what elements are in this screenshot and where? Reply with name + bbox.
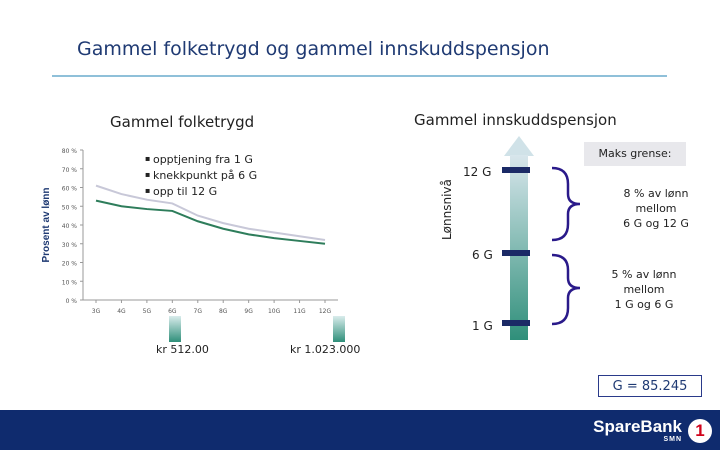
marker-arrow-6g [169, 316, 181, 342]
x-tick-label: 10G [268, 308, 281, 315]
upper-rule-line: 8 % av lønn [623, 187, 689, 200]
lower-rule-line: 5 % av lønn [611, 268, 677, 281]
x-tick-label: 9G [244, 308, 253, 315]
bullet-opp-til: opp til 12 G [145, 183, 257, 199]
slide-title: Gammel folketrygd og gammel innskuddspen… [77, 38, 550, 60]
series-line-1 [95, 184, 326, 241]
y-tick-label: 10 % [62, 279, 78, 286]
upper-rule-text: 8 % av lønn mellom 6 G og 12 G [606, 186, 706, 231]
logo-sub: SMN [663, 436, 682, 443]
y-tick-label: 40 % [62, 223, 78, 230]
right-section-heading: Gammel innskuddspensjon [414, 111, 617, 129]
salary-arrow-head [504, 136, 534, 156]
tick-1g [502, 320, 530, 326]
x-tick-label: 6G [168, 308, 177, 315]
y-tick-label: 60 % [62, 186, 78, 193]
y-tick-label: 50 % [62, 204, 78, 211]
bullet-opptjening: opptjening fra 1 G [145, 151, 257, 167]
lower-rule-line: 1 G og 6 G [614, 298, 674, 311]
logo-badge: 1 [688, 419, 712, 443]
sparebank-logo: SpareBank SMN 1 [593, 417, 712, 445]
marker-arrow-12g [333, 316, 345, 342]
folketrygd-line-chart: 0 % 10 % 20 % 30 % 40 % 50 % 60 % 70 % 80 % 3G 4G 5… [41, 148, 338, 315]
lower-rule-line: mellom [623, 283, 665, 296]
marker-label-low: kr 512.00 [156, 343, 209, 356]
upper-bracket [551, 166, 581, 242]
y-tick-label: 20 % [62, 261, 78, 268]
x-tick-label: 8G [219, 308, 228, 315]
x-tick-label: 4G [117, 308, 126, 315]
series-line-2 [95, 199, 326, 245]
tick-12g [502, 167, 530, 173]
upper-rule-line: 6 G og 12 G [623, 217, 689, 230]
x-tick-label: 7G [194, 308, 203, 315]
tick-6g [502, 250, 530, 256]
y-axis-label: Prosent av lønn [41, 187, 52, 262]
title-divider [52, 75, 667, 77]
g-value-box: G = 85.245 [598, 375, 702, 397]
left-section-heading: Gammel folketrygd [110, 113, 255, 131]
upper-rule-line: mellom [635, 202, 677, 215]
x-tick-label: 5G [143, 308, 152, 315]
level-label-6g: 6 G [472, 248, 493, 262]
y-tick-label: 30 % [62, 242, 78, 249]
bullet-knekkpunkt: knekkpunkt på 6 G [145, 167, 257, 183]
y-tick-label: 80 % [62, 148, 78, 155]
footer-bar: SpareBank SMN 1 [0, 410, 720, 450]
y-tick-label: 0 % [66, 298, 78, 305]
salary-ladder [502, 136, 581, 340]
salary-level-axis-label: Lønnsnivå [440, 179, 454, 240]
max-limit-label: Maks grense: [584, 142, 686, 166]
level-label-12g: 12 G [463, 165, 492, 179]
level-label-1g: 1 G [472, 319, 493, 333]
y-tick-label: 70 % [62, 167, 78, 174]
lower-rule-text: 5 % av lønn mellom 1 G og 6 G [594, 267, 694, 312]
x-tick-label: 11G [293, 308, 306, 315]
folketrygd-bullets: opptjening fra 1 G knekkpunkt på 6 G opp… [145, 151, 257, 199]
x-tick-label: 3G [92, 308, 101, 315]
logo-brand: SpareBank [593, 417, 682, 436]
lower-bracket [551, 253, 581, 326]
marker-label-high: kr 1.023.000 [290, 343, 361, 356]
x-tick-label: 12G [319, 308, 332, 315]
salary-arrow-shaft [510, 155, 528, 340]
